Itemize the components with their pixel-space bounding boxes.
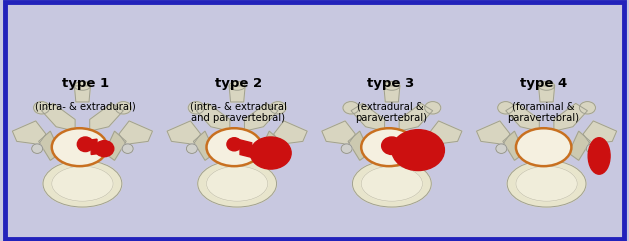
Ellipse shape: [516, 128, 571, 166]
Ellipse shape: [198, 160, 277, 207]
Ellipse shape: [95, 141, 114, 157]
Ellipse shape: [206, 128, 262, 166]
Polygon shape: [259, 131, 281, 160]
Polygon shape: [245, 103, 278, 131]
Polygon shape: [538, 86, 555, 102]
Ellipse shape: [496, 144, 507, 154]
Polygon shape: [196, 103, 230, 131]
Ellipse shape: [341, 144, 352, 154]
Ellipse shape: [392, 130, 445, 171]
Ellipse shape: [277, 144, 288, 154]
Ellipse shape: [431, 144, 443, 154]
Polygon shape: [119, 121, 152, 144]
Polygon shape: [477, 121, 510, 144]
Ellipse shape: [343, 102, 359, 114]
Polygon shape: [104, 131, 126, 160]
Polygon shape: [91, 139, 97, 154]
Text: type 1: type 1: [62, 77, 109, 90]
Polygon shape: [414, 131, 436, 160]
Polygon shape: [90, 103, 123, 131]
Text: (extradural &
paravertebral): (extradural & paravertebral): [355, 101, 426, 123]
Ellipse shape: [382, 137, 402, 154]
Ellipse shape: [425, 102, 441, 114]
Polygon shape: [240, 140, 252, 157]
Ellipse shape: [122, 144, 133, 154]
Polygon shape: [351, 103, 384, 131]
Ellipse shape: [579, 102, 596, 114]
Ellipse shape: [384, 81, 400, 90]
Ellipse shape: [52, 128, 107, 166]
Ellipse shape: [77, 137, 93, 152]
Ellipse shape: [74, 81, 91, 90]
Polygon shape: [384, 86, 400, 102]
Polygon shape: [13, 121, 46, 144]
Ellipse shape: [270, 102, 286, 114]
Ellipse shape: [516, 166, 577, 201]
Text: type 3: type 3: [367, 77, 415, 90]
Ellipse shape: [586, 144, 598, 154]
Polygon shape: [167, 121, 201, 144]
Ellipse shape: [186, 144, 198, 154]
Polygon shape: [229, 86, 245, 102]
Ellipse shape: [538, 81, 555, 90]
Text: (intra- & extradural): (intra- & extradural): [35, 101, 136, 111]
Polygon shape: [506, 103, 539, 131]
Polygon shape: [401, 140, 408, 154]
Ellipse shape: [352, 160, 431, 207]
Text: type 4: type 4: [520, 77, 567, 90]
Ellipse shape: [361, 166, 423, 201]
Ellipse shape: [52, 166, 113, 201]
Ellipse shape: [43, 160, 122, 207]
Ellipse shape: [188, 102, 204, 114]
Ellipse shape: [588, 138, 610, 174]
Ellipse shape: [250, 137, 291, 169]
Ellipse shape: [227, 138, 242, 151]
Ellipse shape: [206, 166, 268, 201]
Ellipse shape: [115, 102, 131, 114]
Ellipse shape: [361, 128, 416, 166]
Text: type 2: type 2: [214, 77, 262, 90]
Polygon shape: [193, 131, 215, 160]
Ellipse shape: [507, 160, 586, 207]
Polygon shape: [74, 86, 91, 102]
Polygon shape: [399, 103, 433, 131]
Ellipse shape: [498, 102, 514, 114]
Polygon shape: [348, 131, 370, 160]
Polygon shape: [554, 103, 587, 131]
Ellipse shape: [33, 102, 50, 114]
Polygon shape: [322, 121, 355, 144]
Polygon shape: [428, 121, 462, 144]
Polygon shape: [42, 103, 75, 131]
Polygon shape: [569, 131, 591, 160]
Ellipse shape: [229, 81, 245, 90]
Text: (foraminal &
paravertebral): (foraminal & paravertebral): [508, 101, 579, 123]
Polygon shape: [583, 121, 616, 144]
Polygon shape: [38, 131, 60, 160]
Polygon shape: [503, 131, 525, 160]
Text: (intra- & extradural
and paravertebral): (intra- & extradural and paravertebral): [190, 101, 287, 123]
Ellipse shape: [31, 144, 43, 154]
Polygon shape: [274, 121, 307, 144]
